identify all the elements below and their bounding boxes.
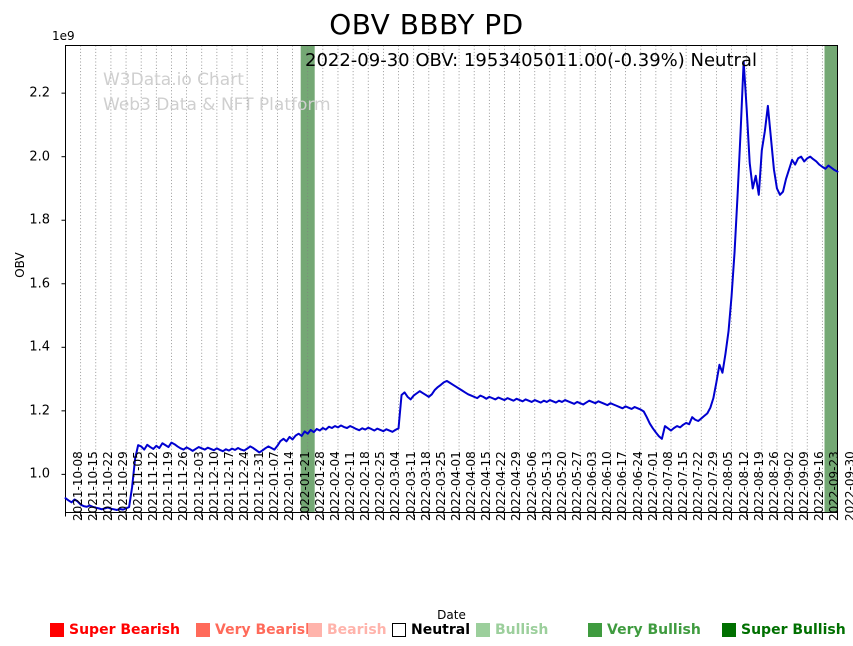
y-tick-label: 1.4 (29, 339, 50, 355)
x-tick-label: 2022-05-27 (570, 450, 585, 521)
legend-item-very-bullish[interactable]: Very Bullish (588, 620, 701, 640)
data-series-group (64, 60, 839, 511)
legend-item-neutral[interactable]: Neutral (392, 620, 470, 640)
x-tick-label: 2021-11-12 (146, 450, 161, 521)
y-axis-offset-label: 1e9 (52, 29, 75, 43)
y-tick-label: 1.0 (29, 466, 50, 482)
y-tick-label: 2.2 (29, 85, 50, 101)
legend-swatch-icon (392, 623, 406, 637)
x-tick-label: 2022-09-02 (781, 450, 796, 521)
x-tick-label: 2022-01-14 (282, 450, 297, 521)
grid-lines-group (65, 45, 838, 513)
x-axis-label: Date (437, 608, 466, 622)
legend-swatch-icon (722, 623, 736, 637)
legend-swatch-icon (308, 623, 322, 637)
legend-swatch-icon (50, 623, 64, 637)
x-tick-label: 2022-07-22 (691, 450, 706, 521)
tick-marks-group (61, 92, 838, 517)
signal-band (300, 45, 315, 513)
legend-item-bullish[interactable]: Bullish (476, 620, 548, 640)
chart-legend: Super Bearish Very Bearish Bearish Neutral B… (0, 620, 853, 642)
legend-item-super-bearish[interactable]: Super Bearish (50, 620, 180, 640)
x-tick-label: 2022-06-10 (600, 450, 615, 521)
x-tick-label: 2022-02-18 (358, 450, 373, 521)
x-tick-label: 2022-04-15 (479, 450, 494, 521)
x-tick-label: 2022-09-16 (812, 450, 827, 521)
x-tick-label: 2022-05-20 (554, 450, 569, 521)
signal-band-group (300, 45, 838, 513)
x-tick-label: 2022-08-05 (721, 450, 736, 521)
legend-swatch-icon (196, 623, 210, 637)
x-tick-label: 2022-07-01 (645, 450, 660, 521)
x-tick-label: 2022-03-25 (433, 450, 448, 521)
x-tick-label: 2022-04-08 (464, 450, 479, 521)
x-tick-label: 2021-10-29 (115, 450, 130, 521)
x-tick-label: 2022-08-12 (736, 450, 751, 521)
x-tick-label: 2022-03-04 (388, 450, 403, 521)
legend-label: Bearish (327, 622, 387, 638)
legend-label: Neutral (411, 622, 471, 638)
x-tick-label: 2021-11-19 (161, 450, 176, 521)
obv-line (64, 60, 839, 511)
x-tick-label: 2021-12-31 (252, 450, 267, 521)
legend-item-bearish[interactable]: Bearish (308, 620, 387, 640)
legend-label: Super Bearish (69, 622, 180, 638)
x-tick-label: 2022-06-24 (630, 450, 645, 521)
y-tick-label: 1.2 (29, 403, 50, 419)
x-tick-label: 2022-07-15 (675, 450, 690, 521)
legend-item-very-bearish[interactable]: Very Bearish (196, 620, 315, 640)
x-tick-label: 2022-02-25 (373, 450, 388, 521)
legend-label: Super Bullish (741, 622, 846, 638)
latest-value-annotation: 2022-09-30 OBV: 1953405011.00(-0.39%) Ne… (305, 50, 757, 71)
x-tick-label: 2022-03-18 (418, 450, 433, 521)
legend-label: Bullish (495, 622, 549, 638)
x-tick-label: 2021-10-08 (70, 450, 85, 521)
x-tick-label: 2021-12-03 (191, 450, 206, 521)
legend-swatch-icon (476, 623, 490, 637)
plot-frame (65, 45, 838, 513)
x-tick-label: 2021-10-22 (100, 450, 115, 521)
chart-title: OBV BBBY PD (329, 8, 524, 41)
x-tick-label: 2022-03-11 (403, 450, 418, 521)
x-tick-label: 2022-08-26 (766, 450, 781, 521)
x-tick-label: 2022-02-04 (327, 450, 342, 521)
x-tick-label: 2022-05-06 (524, 450, 539, 521)
x-tick-label: 2022-04-22 (494, 450, 509, 521)
legend-label: Very Bearish (215, 622, 316, 638)
legend-label: Very Bullish (607, 622, 701, 638)
x-tick-label: 2022-02-11 (342, 450, 357, 521)
legend-item-super-bullish[interactable]: Super Bullish (722, 620, 846, 640)
y-tick-label: 2.0 (29, 149, 50, 165)
x-tick-label: 2022-01-28 (312, 450, 327, 521)
x-tick-label: 2022-08-19 (751, 450, 766, 521)
y-tick-label: 1.8 (29, 212, 50, 228)
x-tick-label: 2022-06-17 (615, 450, 630, 521)
x-tick-label: 2022-09-09 (797, 450, 812, 521)
x-tick-label: 2022-05-13 (539, 450, 554, 521)
signal-band (824, 45, 838, 513)
x-tick-label: 2022-04-29 (509, 450, 524, 521)
x-tick-label: 2021-12-24 (237, 450, 251, 521)
y-tick-label: 1.6 (29, 276, 50, 292)
x-tick-label: 2022-07-08 (660, 450, 675, 521)
x-tick-label: 2021-12-17 (221, 450, 236, 521)
x-tick-label: 2021-10-15 (85, 450, 100, 521)
x-tick-label: 2021-11-05 (131, 450, 146, 521)
x-tick-label: 2022-09-23 (827, 450, 842, 521)
x-tick-label: 2022-07-29 (706, 450, 721, 521)
legend-swatch-icon (588, 623, 602, 637)
x-tick-label: 2021-12-10 (206, 450, 221, 521)
x-tick-label: 2022-01-07 (267, 450, 282, 521)
x-tick-label: 2021-11-26 (176, 450, 191, 521)
x-tick-label: 2022-04-01 (448, 450, 463, 521)
x-tick-label: 2022-06-03 (585, 450, 600, 521)
x-tick-label: 2022-09-30 (842, 450, 853, 521)
x-tick-label: 2022-01-21 (297, 450, 312, 521)
